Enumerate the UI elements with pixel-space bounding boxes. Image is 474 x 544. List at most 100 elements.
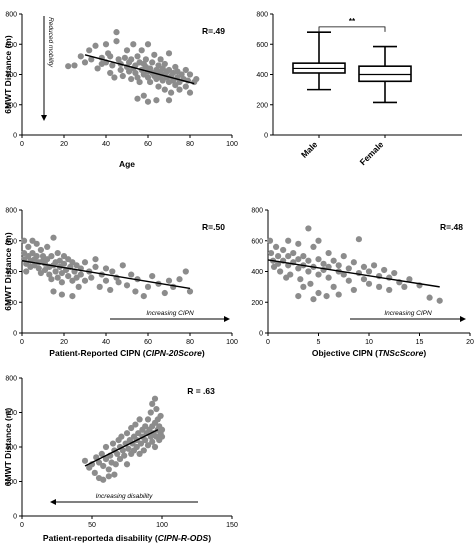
cipnrods-y-tick-label: 800 <box>5 376 17 383</box>
cipn20-arrow-label: Increasing CIPN <box>146 310 194 317</box>
tnsc-data-point <box>406 276 413 283</box>
age-data-point <box>182 66 189 74</box>
cipn20-data-point <box>182 268 189 275</box>
age-data-point <box>88 56 95 63</box>
tnsc-y-tick-label: 800 <box>251 208 263 215</box>
age-data-point <box>151 51 158 58</box>
cipn20-data-point <box>60 260 68 267</box>
age-x-tick-label: 60 <box>144 141 152 148</box>
sex-category-label: Female <box>358 139 386 167</box>
tnsc-x-axis-title-italic: TNScScore <box>378 348 424 358</box>
tnsc-data-point <box>323 293 330 300</box>
tnsc-data-point <box>426 294 433 301</box>
age-data-point <box>111 74 118 81</box>
age-data-point <box>65 63 72 70</box>
cipn20-data-point <box>69 293 76 300</box>
age-data-point <box>182 83 189 90</box>
tnsc-data-point <box>330 283 337 290</box>
tnsc-data-point <box>370 262 378 269</box>
cipnrods-data-point <box>149 438 156 445</box>
age-data-point <box>113 29 120 36</box>
tnsc-data-point <box>381 266 388 274</box>
cipnrods-data-point <box>111 471 118 478</box>
tnsc-arrow-head <box>460 316 466 322</box>
cipn20-data-point <box>58 291 65 298</box>
tnsc-data-point <box>280 246 287 254</box>
tnsc-data-point <box>365 268 373 275</box>
cipnrods-data-point <box>123 461 131 468</box>
cipn20-data-point <box>128 271 135 278</box>
cipn20-x-axis-title: Patient-Reported CIPN (CIPN-20Score) <box>49 348 205 358</box>
tnsc-data-point <box>391 269 398 277</box>
cipn20-data-point <box>161 289 168 297</box>
cipnrods-x-axis-title-main: Patient-reporteda disability ( <box>43 533 158 543</box>
tnsc-data-point <box>376 283 383 290</box>
tnsc-data-point <box>305 257 312 264</box>
tnsc-data-point <box>335 262 342 269</box>
cipnrods-data-point <box>136 450 143 457</box>
tnsc-data-point <box>295 293 302 300</box>
cipn20-x-tick-label: 100 <box>226 339 238 346</box>
cipnrods-arrow-label: Increasing disability <box>96 493 153 500</box>
age-data-point <box>109 62 116 69</box>
age-data-point <box>113 38 120 45</box>
age-data-point <box>149 59 156 66</box>
cipnrods-data-point <box>149 400 156 407</box>
tnsc-data-point <box>310 296 317 303</box>
cipn20-data-point <box>48 253 55 260</box>
cipn20-data-point <box>149 273 156 280</box>
cipn20-data-point <box>81 259 89 266</box>
cipnrods-data-point <box>157 412 164 420</box>
sex-y-tick-label: 400 <box>256 72 268 79</box>
age-data-point <box>140 92 147 99</box>
cipnrods-data-point <box>109 440 117 447</box>
cipn20-data-point <box>109 268 116 275</box>
cipnrods-data-point <box>137 440 145 447</box>
age-x-tick-label: 100 <box>226 141 238 148</box>
tnsc-regression-line <box>267 259 440 288</box>
cipn20-data-point <box>140 293 147 300</box>
tnsc-data-point <box>283 274 290 281</box>
cipn20-data-point <box>65 273 72 280</box>
age-data-point <box>157 56 164 63</box>
age-arrow-label: Reduced mobility <box>47 17 54 68</box>
tnsc-data-point <box>315 237 322 244</box>
tnsc-data-point <box>272 243 280 250</box>
age-x-tick-label: 20 <box>60 141 68 148</box>
cipn20-data-point <box>88 274 95 281</box>
cipnrods-data-point <box>140 447 147 454</box>
cipn20-data-point <box>33 253 40 260</box>
cipnrods-data-point <box>142 437 149 444</box>
sex-significance-label: ** <box>349 17 356 26</box>
cipnrods-data-point <box>112 461 119 468</box>
age-data-point <box>138 47 145 54</box>
age-x-tick-label: 40 <box>102 141 110 148</box>
tnsc-y-tick-label: 200 <box>251 300 263 307</box>
cipn20-data-point <box>132 288 139 295</box>
tnsc-data-point <box>295 265 302 272</box>
age-data-point <box>176 86 183 93</box>
cipn20-x-axis-title-main: Patient-Reported CIPN ( <box>49 348 146 358</box>
age-data-point <box>193 75 200 83</box>
cipnrods-data-point <box>142 423 149 430</box>
cipnrods-y-tick-label: 600 <box>5 410 17 417</box>
cipnrods-data-point <box>135 430 142 437</box>
age-data-point <box>128 56 135 63</box>
tnsc-data-point <box>295 256 302 263</box>
cipnrods-data-point <box>132 421 139 428</box>
cipn20-data-point <box>81 277 89 284</box>
cipnrods-data-point <box>114 450 121 457</box>
tnsc-r-value: R=.48 <box>440 222 463 232</box>
tnsc-arrow-label: Increasing CIPN <box>384 310 432 317</box>
tnsc-y-tick-label: 400 <box>251 269 263 276</box>
cipnrods-data-point <box>153 405 160 413</box>
cipn20-data-point <box>115 279 122 286</box>
tnsc-data-point <box>266 237 274 244</box>
cipnrods-regression-line <box>84 429 159 467</box>
sex-y-tick-label: 600 <box>256 42 268 49</box>
age-data-point <box>186 89 194 96</box>
cipnrods-arrow-head <box>50 499 56 505</box>
age-data-point <box>144 41 152 48</box>
age-y-tick-label: 800 <box>5 12 17 19</box>
cipnrods-y-tick-label: 0 <box>13 514 17 521</box>
